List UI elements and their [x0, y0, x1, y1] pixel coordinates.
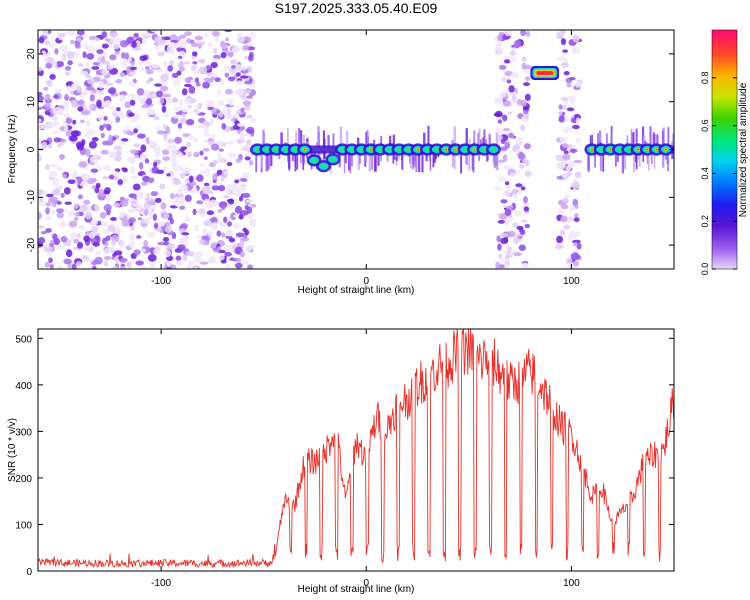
snr-x-tick-label: 100 — [563, 578, 580, 589]
spectrogram-y-tick-label: -10 — [26, 190, 37, 205]
colorbar-tick-label: 0.4 — [700, 167, 710, 180]
colorbar-tick-label: 0.8 — [700, 72, 710, 85]
snr-y-tick-label: 500 — [15, 334, 32, 345]
snr-y-tick-label: 0 — [26, 567, 32, 578]
colorbar-tick-label: 0.0 — [700, 263, 710, 276]
noise-region — [554, 30, 583, 269]
spectrogram-y-axis-label: Frequency (Hz) — [7, 115, 18, 184]
snr-x-axis-label: Height of straight line (km) — [298, 584, 415, 595]
snr-series-line — [38, 329, 674, 569]
spectrogram-y-tick-label: 20 — [26, 48, 37, 60]
spectrogram-x-axis-label: Height of straight line (km) — [298, 285, 415, 296]
snr-y-tick-label: 300 — [15, 427, 32, 438]
spectrogram-y-tick-label: 0 — [26, 146, 37, 152]
snr-y-axis-label: SNR (10 * v/v) — [7, 418, 18, 482]
snr-y-tick-label: 100 — [15, 520, 32, 531]
spectrogram-x-tick-label: 100 — [563, 276, 580, 287]
spectrogram-y-tick-label: -20 — [26, 237, 37, 252]
colorbar-label: Normalized spectral amplitude — [738, 82, 749, 217]
colorbar-tick-label: 0.2 — [700, 215, 710, 228]
spectrogram-y-tick-label: 10 — [26, 96, 37, 108]
colorbar: 0.0 0.2 0.4 0.6 0.8 Normalized spectral ampl… — [700, 29, 749, 276]
colorbar-gradient — [711, 29, 738, 270]
snr-y-tick-label: 200 — [15, 474, 32, 485]
noise-region — [493, 30, 532, 269]
snr-panel: -100 0 100 0 100 200 300 400 500 Height of strai… — [7, 328, 675, 595]
spectrogram-x-tick-label: 0 — [363, 276, 369, 287]
noise-region — [38, 30, 257, 269]
snr-y-tick-label: 400 — [15, 381, 32, 392]
snr-x-tick-label: 0 — [363, 578, 369, 589]
spectrogram-x-tick-label: -100 — [151, 276, 171, 287]
carrier-track — [250, 125, 501, 174]
carrier-track-2 — [584, 125, 674, 174]
offset-tone — [530, 66, 560, 81]
snr-x-tick-label: -100 — [151, 578, 171, 589]
snr-frame — [37, 328, 675, 572]
figure-title: S197.2025.333.05.40.E09 — [275, 0, 438, 16]
colorbar-tick-label: 0.6 — [700, 119, 710, 132]
